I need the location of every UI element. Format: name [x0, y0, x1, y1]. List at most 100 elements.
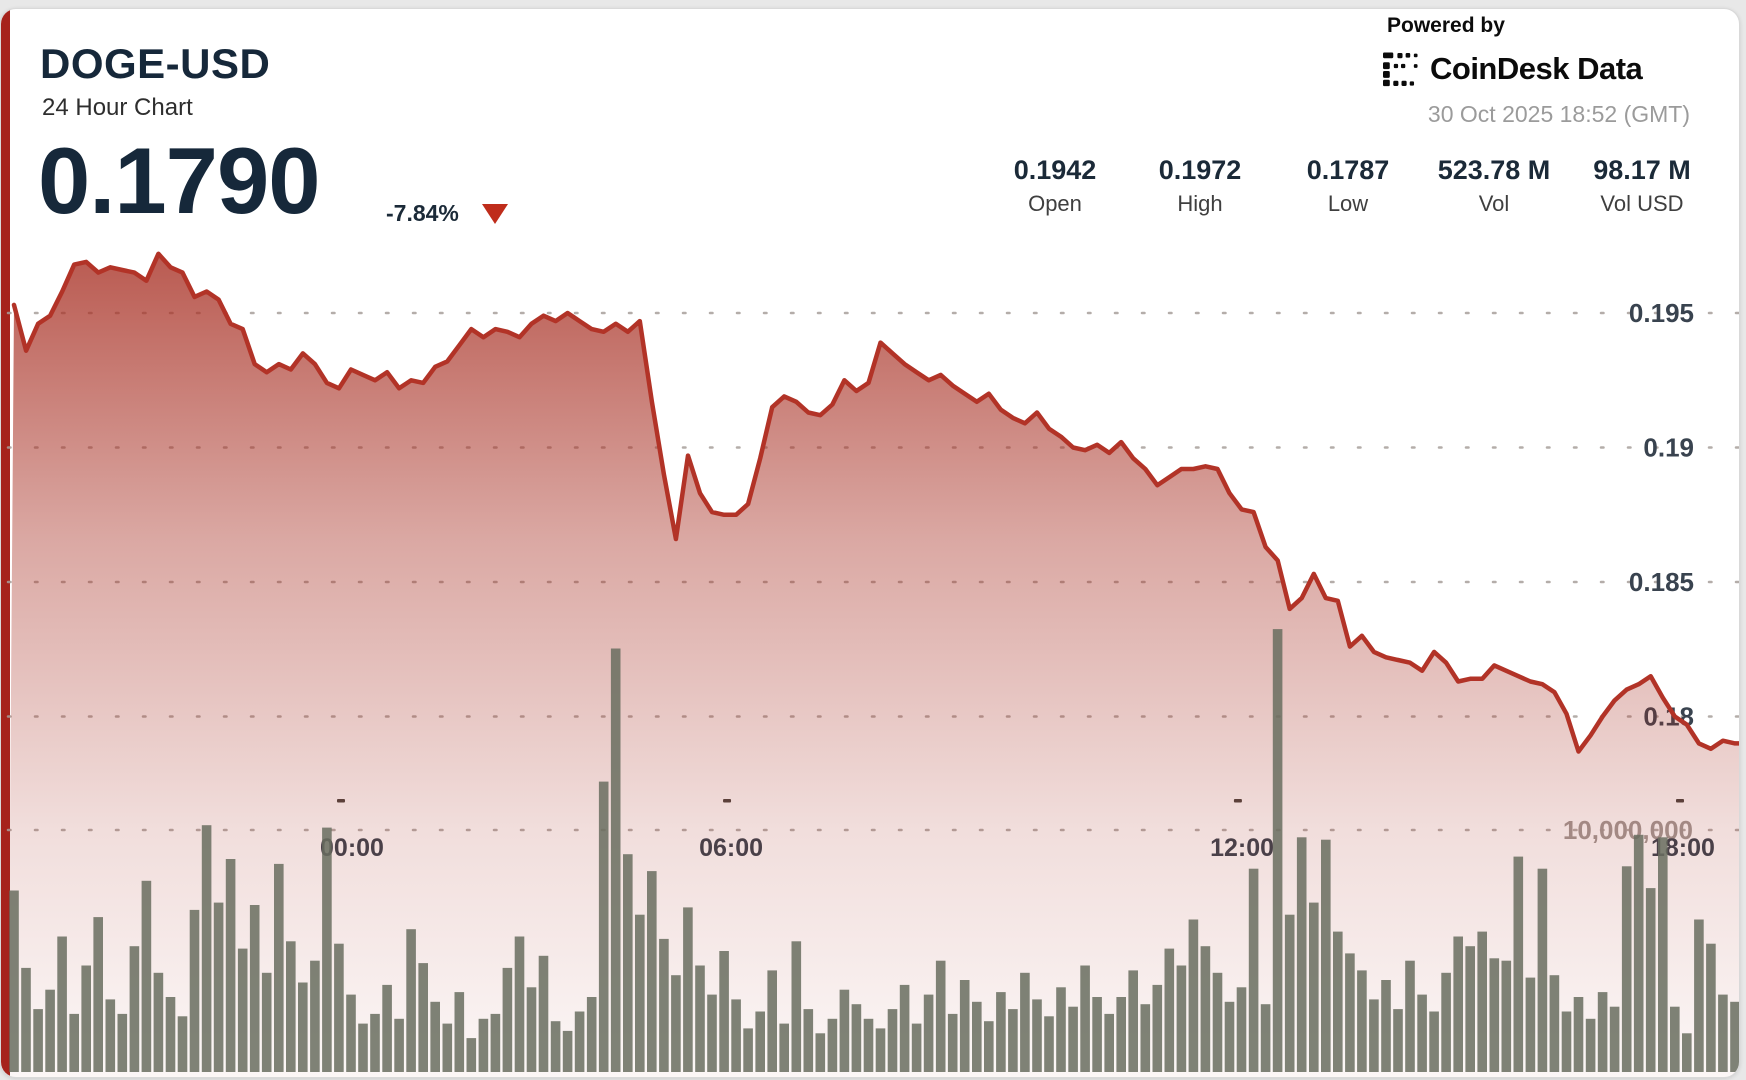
stat-label: Vol [1478, 191, 1510, 216]
volume-bar [1104, 1013, 1114, 1072]
volume-bar [57, 936, 67, 1072]
volume-bar [731, 999, 741, 1072]
volume-bar [526, 987, 537, 1072]
stat-open: 0.1942 Open [1014, 155, 1097, 217]
volume-bar [1525, 977, 1536, 1072]
volume-bar [1393, 1009, 1403, 1072]
volume-bar [851, 1004, 862, 1072]
stat-vol: 523.78 M Vol [1438, 155, 1551, 217]
volume-bar [1056, 987, 1066, 1072]
volume-bar [1068, 1006, 1078, 1072]
volume-bar [1080, 965, 1090, 1072]
stat-value: 98.17 M [1593, 155, 1691, 185]
volume-bar [839, 989, 850, 1072]
y-axis-label: 0.19 [1643, 433, 1694, 463]
volume-bar [1284, 914, 1295, 1072]
volume-bar [887, 1009, 898, 1072]
volume-bar [1670, 1006, 1680, 1072]
volume-bar [105, 999, 116, 1072]
volume-bar [827, 1018, 838, 1072]
volume-bar [707, 994, 717, 1072]
volume-bar [286, 941, 296, 1072]
volume-bar [322, 827, 332, 1072]
volume-bar [1128, 970, 1138, 1072]
volume-bar [623, 854, 633, 1072]
volume-bar [1417, 994, 1427, 1072]
volume-bar [1032, 999, 1042, 1072]
volume-bar [201, 825, 212, 1072]
chart-range-subtitle: 24 Hour Chart [42, 94, 193, 121]
volume-bar [1008, 1009, 1018, 1072]
volume-bar [767, 970, 777, 1072]
volume-bar [743, 1028, 753, 1072]
stat-value: 523.78 M [1437, 155, 1551, 185]
volume-bar [791, 941, 802, 1072]
volume-bar [9, 890, 19, 1072]
volume-bar [899, 984, 910, 1072]
stat-value: 0.1972 [1158, 155, 1242, 185]
volume-bar [370, 1013, 380, 1072]
volume-bar [1345, 953, 1355, 1072]
volume-bar [261, 972, 272, 1072]
symbol-title: DOGE-USD [40, 40, 271, 87]
volume-bar [1296, 837, 1307, 1072]
volume-bar [382, 984, 392, 1072]
price-line [11, 251, 1739, 754]
volume-bar [1501, 960, 1512, 1072]
stat-high: 0.1972 High [1159, 155, 1242, 217]
down-arrow-icon [482, 204, 508, 224]
price-change-percent: -7.84% [386, 200, 459, 226]
volume-bar [153, 972, 164, 1072]
volume-bar [33, 1009, 43, 1072]
volume-bar [1200, 946, 1211, 1072]
volume-bar [683, 907, 693, 1072]
volume-bar [1224, 1001, 1235, 1072]
volume-bar [1645, 888, 1656, 1072]
volume-bar [1116, 997, 1126, 1072]
volume-bar [1212, 972, 1223, 1072]
volume-bar [406, 929, 416, 1072]
volume-bar [1706, 943, 1716, 1072]
volume-bar [358, 1023, 368, 1072]
volume-bars [9, 629, 1739, 1072]
volume-bar [1573, 997, 1584, 1072]
volume-bar [225, 859, 236, 1072]
volume-bar [1236, 987, 1247, 1072]
volume-bar [249, 905, 260, 1072]
volume-bar [562, 1030, 573, 1072]
volume-bar [274, 863, 284, 1072]
volume-bar [430, 1001, 440, 1072]
volume-bar [947, 1013, 958, 1072]
stat-value: 0.1942 [1013, 155, 1097, 185]
volume-bar [1369, 999, 1379, 1072]
volume-bar [93, 917, 103, 1072]
volume-bar [659, 938, 669, 1072]
volume-bar [779, 1023, 789, 1072]
volume-bar [635, 914, 645, 1072]
last-price: 0.1790 [38, 128, 321, 233]
volume-bar [1453, 936, 1463, 1072]
volume-bar [1405, 960, 1415, 1072]
volume-bar [1248, 868, 1259, 1072]
volume-bar [1561, 1011, 1572, 1072]
volume-bar [1489, 958, 1500, 1072]
volume-bar [1140, 1004, 1151, 1072]
volume-bar [1694, 919, 1704, 1072]
price-widget-card: 0.1950.190.1850.1810,000,00000:0006:0012… [0, 8, 1740, 1078]
volume-bar [1092, 997, 1102, 1072]
volume-bar [1730, 1001, 1739, 1072]
volume-bar [334, 943, 344, 1072]
volume-bar [394, 1018, 404, 1072]
volume-bar [454, 992, 465, 1072]
volume-bar [671, 975, 681, 1072]
volume-bar [1044, 1016, 1054, 1072]
volume-bar [1513, 856, 1524, 1072]
volume-bar [719, 951, 729, 1072]
volume-bar [984, 1021, 994, 1072]
volume-bar [1597, 992, 1608, 1072]
volume-bar [69, 1013, 79, 1072]
stat-label: Vol USD [1600, 191, 1684, 216]
chart-canvas: 0.1950.190.1850.1810,000,00000:0006:0012… [6, 251, 1739, 1077]
volume-bar [959, 980, 970, 1072]
volume-bar [1020, 972, 1030, 1072]
